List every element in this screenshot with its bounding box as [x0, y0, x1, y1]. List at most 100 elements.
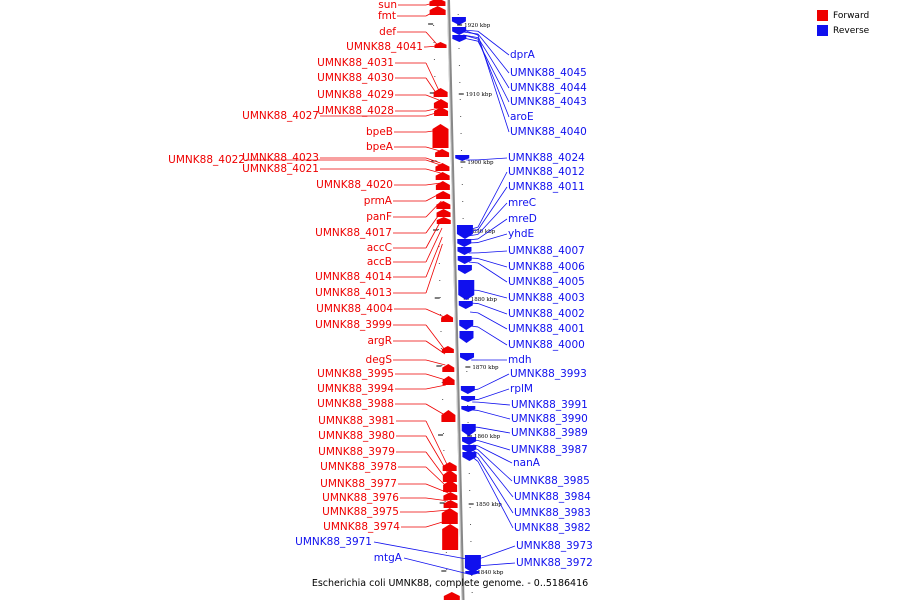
forward-gene [435, 172, 450, 180]
reverse-gene [458, 280, 475, 300]
forward-gene-label: UMNK88_3994 [317, 383, 394, 395]
reverse-gene [461, 396, 476, 402]
reverse-gene-label: UMNK88_4012 [508, 166, 585, 178]
forward-leader [425, 218, 443, 249]
reverse-gene-label: UMNK88_4003 [508, 292, 585, 304]
forward-leader [425, 435, 449, 474]
reverse-gene-label: UMNK88_3993 [510, 368, 587, 380]
reverse-gene-label: UMNK88_3983 [514, 507, 591, 519]
reverse-gene [456, 225, 473, 239]
track-dot [439, 297, 441, 298]
reverse-leader [477, 34, 510, 133]
track-dot [440, 331, 442, 332]
forward-leader [425, 111, 440, 117]
reverse-leader [477, 37, 510, 89]
forward-leader [425, 77, 440, 98]
forward-leader [425, 384, 446, 390]
reverse-gene-label: UMNK88_3990 [511, 413, 588, 425]
reverse-gene-label: UMNK88_3985 [513, 475, 590, 487]
forward-gene [441, 508, 458, 524]
track-dot [438, 246, 440, 247]
track-dot [433, 59, 435, 60]
reverse-leader [477, 401, 511, 406]
forward-gene [442, 524, 459, 550]
forward-leader [425, 1, 437, 6]
track-dot [443, 450, 445, 451]
track-dot [434, 76, 436, 77]
reverse-leader [403, 557, 473, 576]
forward-gene-label: UMNK88_4029 [317, 89, 394, 101]
forward-leader [425, 236, 443, 278]
forward-gene-label: UMNK88_4004 [316, 303, 393, 315]
forward-gene-label: UMNK88_3980 [318, 430, 395, 442]
forward-gene [443, 500, 458, 508]
reverse-leader [463, 34, 479, 40]
reverse-gene [461, 406, 476, 412]
track-dot [445, 552, 447, 553]
forward-gene-label: UMNK88_4027 [242, 110, 319, 122]
track-dot [462, 201, 464, 202]
track-dot [467, 405, 469, 406]
reverse-gene-label: UMNK88_4040 [510, 126, 587, 138]
reverse-leader [477, 461, 514, 529]
legend-reverse-label: Reverse [833, 25, 870, 36]
reverse-leader [468, 233, 479, 237]
track-dot [458, 48, 460, 49]
reverse-gene [459, 331, 474, 343]
forward-leader [425, 403, 447, 417]
reverse-gene [452, 35, 467, 42]
forward-leader [425, 192, 442, 202]
scale-tick-label: 1920 kbp [464, 23, 491, 29]
forward-gene-label: UMNK88_3976 [322, 492, 399, 504]
forward-leader [425, 62, 440, 91]
forward-leader [425, 168, 441, 174]
reverse-leader [477, 457, 514, 514]
reverse-leader [470, 325, 479, 328]
forward-leader [425, 308, 445, 318]
reverse-gene [462, 437, 477, 445]
forward-gene [434, 107, 449, 116]
reverse-gene-label: UMNK88_3991 [511, 399, 588, 411]
forward-leader [425, 324, 446, 351]
reverse-leader [468, 229, 479, 233]
track-dot [462, 218, 464, 219]
forward-gene [442, 462, 457, 471]
forward-gene [441, 346, 454, 353]
track-dot [438, 229, 440, 230]
forward-gene-label: UMNK88_3978 [320, 461, 397, 473]
reverse-gene-label: UMNK88_4011 [508, 181, 585, 193]
forward-gene [443, 592, 460, 600]
forward-gene-label: def [379, 26, 396, 38]
reverse-leader [472, 399, 479, 401]
reverse-gene [460, 386, 475, 394]
forward-leader [425, 227, 443, 263]
forward-gene-label: UMNK88_4041 [346, 41, 423, 53]
genome-backbone-highlight [447, 0, 463, 600]
reverse-gene-label: UMNK88_3989 [511, 427, 588, 439]
forward-leader [425, 200, 442, 218]
forward-gene-label: UMNK88_3999 [315, 319, 392, 331]
forward-gene [432, 124, 449, 148]
forward-leader [425, 497, 449, 502]
forward-gene-label: UMNK88_4022 [168, 154, 245, 166]
forward-gene [436, 209, 451, 217]
reverse-leader [477, 545, 516, 560]
forward-gene-label: UMNK88_3988 [317, 398, 394, 410]
forward-leader [425, 373, 446, 381]
reverse-gene [451, 17, 466, 25]
forward-gene-label: UMNK88_4023 [242, 152, 319, 164]
reverse-gene-label: UMNK88_4045 [510, 67, 587, 79]
reverse-leader [468, 261, 479, 264]
forward-leader [425, 146, 441, 152]
forward-leader [425, 466, 449, 489]
track-dot [433, 42, 435, 43]
forward-gene-label: UMNK88_4013 [315, 287, 392, 299]
track-dot [459, 99, 461, 100]
forward-gene [429, 6, 446, 15]
reverse-leader [475, 558, 479, 561]
forward-leader [425, 107, 440, 112]
scale-tick-label: 1890 kbp [469, 229, 496, 235]
forward-gene-label: UMNK88_4031 [317, 57, 394, 69]
reverse-gene-label: mdh [508, 354, 532, 366]
scale-tick-label: 1840 kbp [477, 570, 504, 576]
